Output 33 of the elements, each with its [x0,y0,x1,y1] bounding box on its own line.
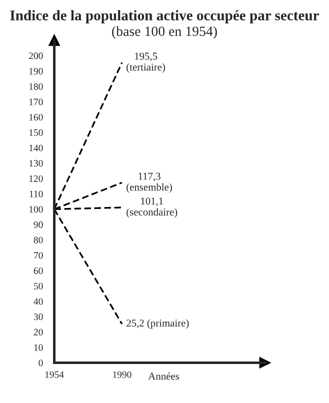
chart-title: Indice de la population active occupée par secteur [10,10,319,24]
x-tick-label: 1990 [113,371,132,378]
y-tick-label: 0 [38,360,43,366]
x-tick-label: 1954 [45,371,64,378]
series-label: (secondaire) [126,208,178,218]
y-tick-label: 50 [34,282,43,290]
y-tick-label: 100 [29,206,43,213]
data-label: 101,1 [141,198,163,206]
y-tick-label: 200 [29,52,43,60]
y-tick-label: 170 [29,98,43,106]
text: 25,2 (primaire) [126,319,189,329]
series-label: (tertiaire) [126,63,165,73]
y-tick-label: 70 [34,252,43,259]
chart-subtitle: (base 100 en 1954) [112,26,217,39]
y-tick-label: 20 [34,328,43,336]
y-tick-label: 110 [30,190,43,198]
y-tick-label: 190 [29,68,43,74]
y-tick-label: 120 [29,175,43,182]
y-tick-label: 160 [29,114,43,121]
y-tick-label: 150 [29,129,43,136]
series-label: (ensemble) [126,183,172,193]
y-tick-label: 60 [34,267,43,274]
y-tick-label: 130 [29,160,43,167]
y-tick-label: 90 [34,221,43,228]
data-label: 195,5 [134,52,158,62]
x-axis-title: Années [148,372,180,380]
y-tick-label: 40 [34,298,43,305]
y-tick-label: 80 [34,236,43,244]
y-tick-label: 30 [34,314,43,320]
y-tick-label: 180 [29,83,43,90]
y-tick-label: 10 [34,344,43,351]
y-tick-label: 140 [29,144,43,152]
data-label: 117,3 [138,172,160,182]
